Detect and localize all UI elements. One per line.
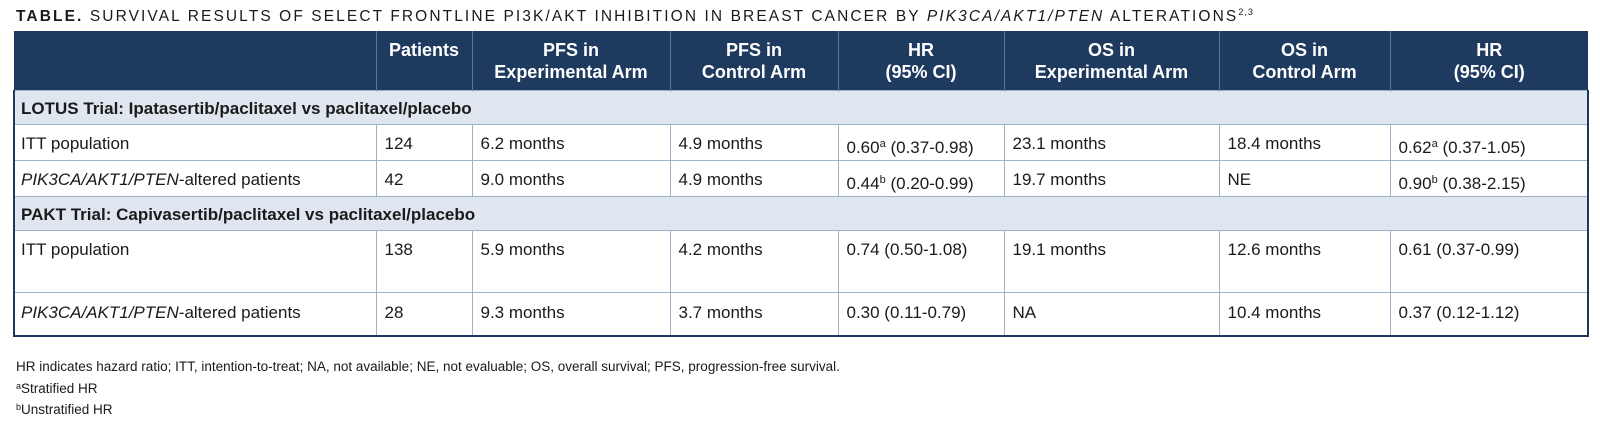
footnote-mark: a [1431,138,1438,150]
footnote-a-text: Stratified HR [21,380,98,396]
hr-os-cell: 0.61 (0.37-0.99) [1389,230,1589,293]
footnotes: HR indicates hazard ratio; ITT, intentio… [16,357,840,420]
header-hr2-line2: (95% CI) [1453,62,1525,82]
footnote-abbreviations: HR indicates hazard ratio; ITT, intentio… [16,359,840,374]
os-ctrl-cell: 12.6 months [1218,230,1391,293]
header-os-experimental: OS in Experimental Arm [1003,31,1219,91]
header-empty [14,31,376,91]
table-row: PIK3CA/AKT1/PTEN-altered patients 28 9.3… [13,292,1589,337]
table-title-suffix: ALTERATIONS [1109,8,1239,25]
header-pfs-exp-line2: Experimental Arm [494,62,648,82]
row-label: PIK3CA/AKT1/PTEN-altered patients [13,160,377,197]
footnote-b-text: Unstratified HR [21,402,113,417]
footnote-mark: b [879,174,886,186]
table-title-genes: PIK3CA/AKT1/PTEN [926,8,1105,25]
hr-value: 0.60 [846,138,880,157]
patients-cell: 138 [375,230,473,293]
row-label: ITT population [13,124,377,161]
pfs-exp-cell: 9.3 months [471,292,671,337]
header-patients-label: Patients [388,40,460,60]
row-label-genes: PIK3CA/AKT1/PTEN [21,170,179,189]
row-label-genes: PIK3CA/AKT1/PTEN [21,303,179,322]
header-hr-pfs: HR (95% CI) [837,31,1004,91]
table-row: PIK3CA/AKT1/PTEN-altered patients 42 9.0… [13,160,1589,197]
footnote-mark: a [879,138,886,150]
hr-pfs-cell: 0.30 (0.11-0.79) [837,292,1005,337]
header-hr1-line1: HR [908,40,934,60]
header-hr-os: HR (95% CI) [1389,31,1588,91]
pfs-exp-cell: 6.2 months [471,124,671,161]
pfs-exp-cell: 9.0 months [471,160,671,197]
hr-ci: (0.38-2.15) [1442,174,1526,193]
footnote-b: bUnstratified HR [16,398,840,420]
os-exp-cell: NA [1003,292,1220,337]
hr-pfs-cell: 0.60a (0.37-0.98) [837,124,1005,161]
pfs-exp-cell: 5.9 months [471,230,671,293]
footnote-a-mark: a [16,380,22,391]
patients-cell: 42 [375,160,473,197]
hr-pfs-cell: 0.44b (0.20-0.99) [837,160,1005,197]
hr-value: 0.90 [1398,174,1432,193]
row-label: PIK3CA/AKT1/PTEN-altered patients [13,292,377,337]
hr-ci: (0.37-1.05) [1442,138,1526,157]
hr-pfs-cell: 0.74 (0.50-1.08) [837,230,1005,293]
hr-value: 0.44 [846,174,880,193]
header-pfs-exp-line1: PFS in [542,40,599,60]
hr-ci: (0.37-0.98) [890,138,974,157]
pfs-ctrl-cell: 4.9 months [669,160,839,197]
os-exp-cell: 23.1 months [1003,124,1220,161]
table-row: ITT population 138 5.9 months 4.2 months… [13,230,1589,293]
hr-os-cell: 0.90b (0.38-2.15) [1389,160,1589,197]
header-patients: Patients [375,31,472,91]
header-pfs-ctrl-line2: Control Arm [701,62,807,82]
header-pfs-ctrl-line1: PFS in [725,40,782,60]
header-row: Patients PFS in Experimental Arm PFS in Co… [14,31,1588,91]
row-label-rest: -altered patients [178,170,301,189]
hr-os-cell: 0.37 (0.12-1.12) [1389,292,1589,337]
patients-cell: 28 [375,292,473,337]
footnote-a: aStratified HR [16,377,840,399]
row-label: ITT population [13,230,377,293]
pfs-ctrl-cell: 4.2 months [669,230,839,293]
section-row-lotus: LOTUS Trial: Ipatasertib/paclitaxel vs p… [13,90,1589,125]
table-title: TABLE. SURVIVAL RESULTS OF SELECT FRONTL… [16,7,1586,26]
header-hr2-line1: HR [1476,40,1503,60]
hr-os-cell: 0.62a (0.37-1.05) [1389,124,1589,161]
section-title-pakt: PAKT Trial: Capivasertib/paclitaxel vs p… [13,196,1589,231]
header-os-exp-line1: OS in [1087,40,1135,60]
os-exp-cell: 19.1 months [1003,230,1220,293]
header-os-control: OS in Control Arm [1218,31,1390,91]
os-ctrl-cell: 10.4 months [1218,292,1391,337]
section-title-lotus: LOTUS Trial: Ipatasertib/paclitaxel vs p… [13,90,1589,125]
pfs-ctrl-cell: 3.7 months [669,292,839,337]
pfs-ctrl-cell: 4.9 months [669,124,839,161]
patients-cell: 124 [375,124,473,161]
table-title-lead: TABLE. [16,8,84,25]
table-title-references: 2,3 [1238,7,1254,17]
os-ctrl-cell: NE [1218,160,1391,197]
header-pfs-experimental: PFS in Experimental Arm [471,31,670,91]
os-ctrl-cell: 18.4 months [1218,124,1391,161]
table-row: ITT population 124 6.2 months 4.9 months… [13,124,1589,161]
hr-value: 0.62 [1398,138,1432,157]
header-os-exp-line2: Experimental Arm [1034,62,1189,82]
hr-ci: (0.20-0.99) [890,174,974,193]
header-pfs-control: PFS in Control Arm [669,31,838,91]
footnote-mark: b [1431,174,1438,186]
header-os-ctrl-line2: Control Arm [1252,62,1357,82]
row-label-rest: -altered patients [178,303,301,322]
survival-results-table: Patients PFS in Experimental Arm PFS in Co… [13,31,1589,337]
header-os-ctrl-line1: OS in [1280,40,1328,60]
footnote-b-mark: b [16,402,22,412]
header-hr1-line2: (95% CI) [885,62,957,82]
os-exp-cell: 19.7 months [1003,160,1220,197]
table-title-text: SURVIVAL RESULTS OF SELECT FRONTLINE PI3… [89,8,921,25]
section-row-pakt: PAKT Trial: Capivasertib/paclitaxel vs p… [13,196,1589,231]
